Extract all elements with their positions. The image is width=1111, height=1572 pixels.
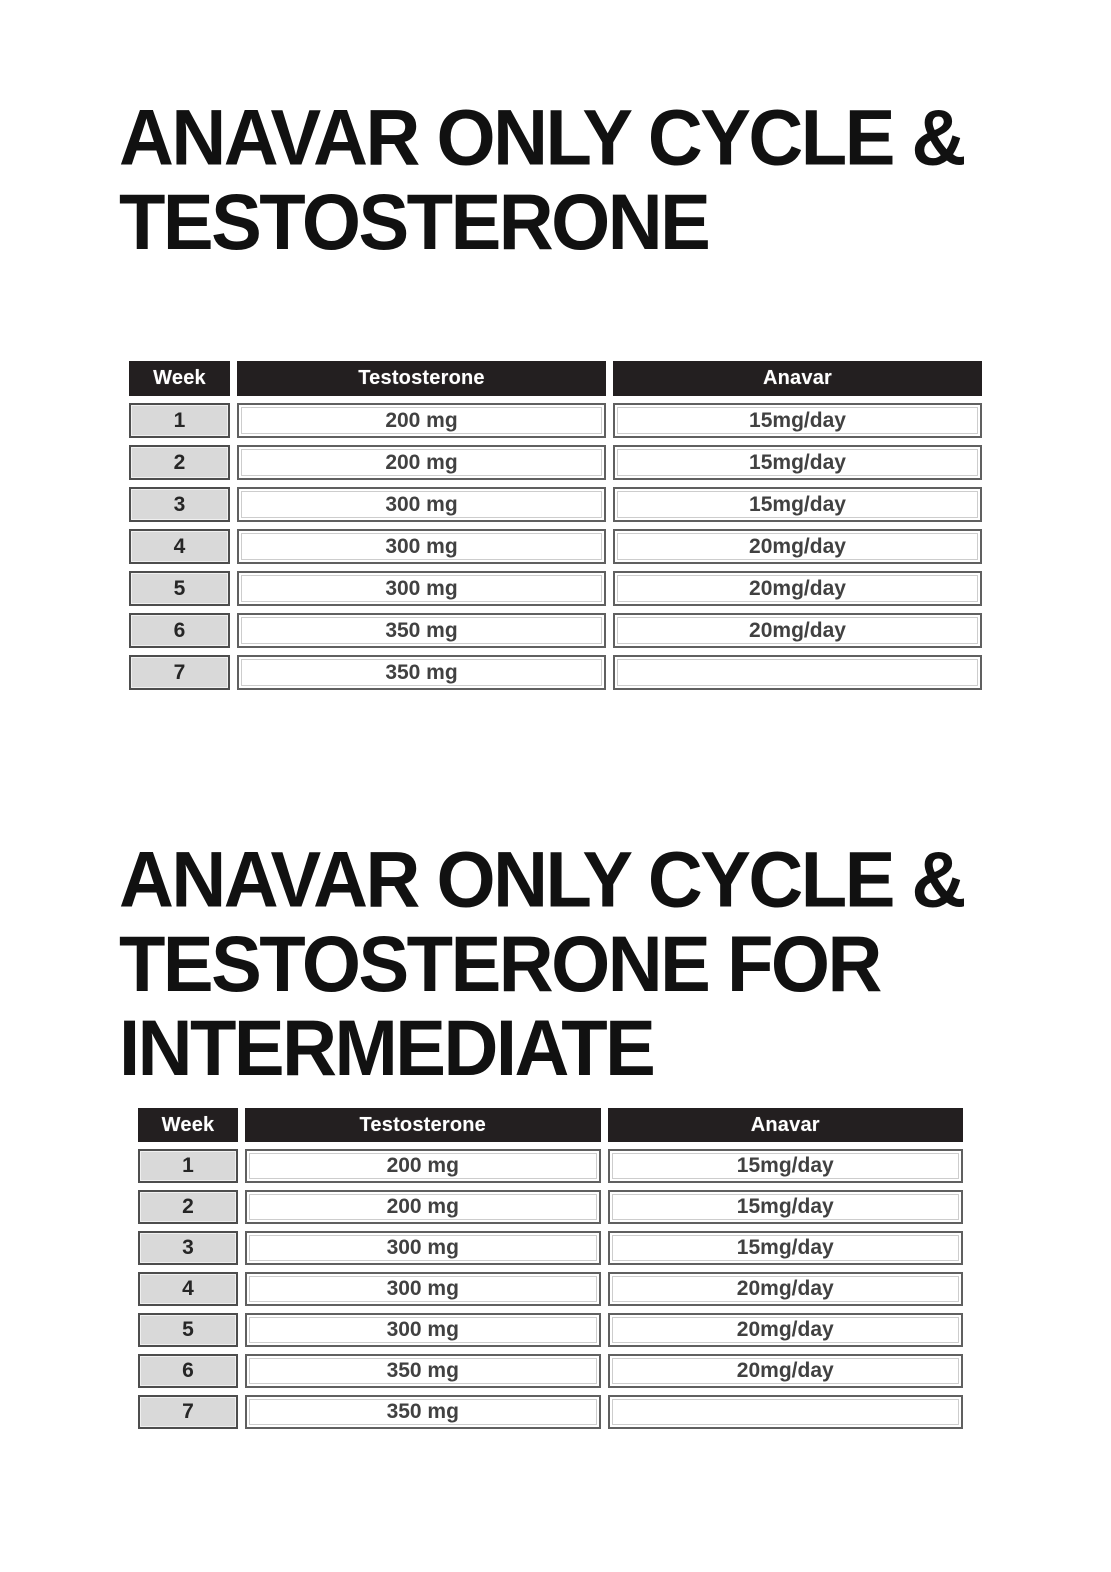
page-title-secondary: ANAVAR ONLY CYCLE & TESTOSTERONE FOR INT… — [119, 835, 966, 1093]
week-cell: 3 — [129, 487, 230, 522]
anavar-cell: 20mg/day — [607, 1272, 963, 1306]
anavar-cell: 15mg/day — [607, 1231, 963, 1265]
anavar-cell: 20mg/day — [607, 1313, 963, 1347]
testosterone-cell: 300 mg — [245, 1231, 601, 1265]
week-cell: 3 — [138, 1231, 238, 1265]
cycle-table-intermediate: Week Testosterone Anavar 1 200 mg 15mg/d… — [138, 1108, 963, 1429]
testosterone-cell: 350 mg — [237, 655, 606, 690]
testosterone-cell: 200 mg — [237, 445, 606, 480]
anavar-cell: 20mg/day — [607, 1354, 963, 1388]
week-cell: 5 — [129, 571, 230, 606]
testosterone-cell: 300 mg — [237, 571, 606, 606]
week-cell: 2 — [138, 1190, 238, 1224]
anavar-cell: 15mg/day — [607, 1149, 963, 1183]
page-title-primary: ANAVAR ONLY CYCLE & TESTOSTERONE — [119, 93, 966, 267]
anavar-cell — [613, 655, 982, 690]
week-cell: 6 — [138, 1354, 238, 1388]
cycle-table-beginner: Week Testosterone Anavar 1 200 mg 15mg/d… — [129, 361, 982, 690]
week-cell: 4 — [138, 1272, 238, 1306]
anavar-cell: 20mg/day — [613, 571, 982, 606]
title-line: ANAVAR ONLY CYCLE & — [119, 93, 966, 183]
testosterone-cell: 350 mg — [245, 1395, 601, 1429]
table-header-week: Week — [129, 361, 230, 396]
testosterone-cell: 350 mg — [237, 613, 606, 648]
testosterone-cell: 300 mg — [245, 1313, 601, 1347]
anavar-cell — [607, 1395, 963, 1429]
week-cell: 5 — [138, 1313, 238, 1347]
testosterone-cell: 200 mg — [245, 1190, 601, 1224]
testosterone-cell: 300 mg — [237, 529, 606, 564]
title-line: INTERMEDIATE — [119, 1004, 656, 1093]
testosterone-cell: 200 mg — [245, 1149, 601, 1183]
testosterone-cell: 200 mg — [237, 403, 606, 438]
testosterone-cell: 350 mg — [245, 1354, 601, 1388]
table-header-week: Week — [138, 1108, 238, 1142]
testosterone-cell: 300 mg — [237, 487, 606, 522]
week-cell: 1 — [129, 403, 230, 438]
testosterone-cell: 300 mg — [245, 1272, 601, 1306]
anavar-cell: 15mg/day — [613, 445, 982, 480]
table-header-anavar: Anavar — [607, 1108, 963, 1142]
anavar-cell: 15mg/day — [613, 403, 982, 438]
week-cell: 6 — [129, 613, 230, 648]
table-header-testosterone: Testosterone — [245, 1108, 601, 1142]
anavar-cell: 15mg/day — [607, 1190, 963, 1224]
week-cell: 1 — [138, 1149, 238, 1183]
week-cell: 4 — [129, 529, 230, 564]
title-line: ANAVAR ONLY CYCLE & — [119, 835, 966, 925]
table-header-anavar: Anavar — [613, 361, 982, 396]
week-cell: 2 — [129, 445, 230, 480]
title-line: TESTOSTERONE FOR — [119, 920, 882, 1009]
anavar-cell: 20mg/day — [613, 613, 982, 648]
anavar-cell: 20mg/day — [613, 529, 982, 564]
week-cell: 7 — [129, 655, 230, 690]
title-line: TESTOSTERONE — [119, 178, 711, 267]
table-header-testosterone: Testosterone — [237, 361, 606, 396]
week-cell: 7 — [138, 1395, 238, 1429]
anavar-cell: 15mg/day — [613, 487, 982, 522]
